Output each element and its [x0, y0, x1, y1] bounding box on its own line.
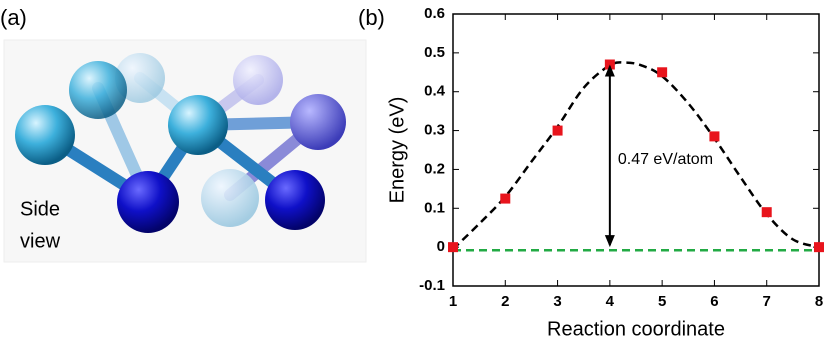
y-tick-label: 0: [437, 238, 445, 255]
y-tick-label: 0.5: [424, 44, 445, 61]
data-point: [709, 131, 720, 142]
x-axis-title: Reaction coordinate: [547, 318, 725, 340]
panel-label: (b): [358, 5, 385, 30]
data-point: [814, 242, 824, 253]
data-point: [657, 67, 668, 78]
annotation-text: 0.47 eV/atom: [618, 151, 713, 168]
plot-frame: [452, 13, 820, 287]
caption: Side: [20, 198, 60, 220]
caption: view: [20, 230, 61, 252]
y-tick-label: 0.4: [424, 83, 446, 100]
x-tick-label: 5: [658, 293, 666, 310]
data-point: [761, 207, 772, 218]
x-tick-label: 1: [449, 293, 457, 310]
data-point: [552, 125, 563, 136]
x-tick-label: 4: [606, 293, 615, 310]
y-tick-label: 0.6: [424, 5, 445, 22]
data-point: [448, 242, 458, 253]
arrow-head: [604, 64, 615, 77]
arrow-head: [604, 235, 615, 248]
x-tick-label: 8: [815, 293, 823, 310]
x-tick-label: 3: [553, 293, 561, 310]
y-tick-label: 0.3: [424, 122, 445, 139]
x-tick-label: 7: [763, 293, 771, 310]
fit-curve: [452, 61, 820, 250]
data-point: [500, 193, 511, 204]
x-tick-label: 2: [501, 293, 509, 310]
panel-label: (a): [0, 5, 27, 30]
x-tick-label: 6: [710, 293, 718, 310]
y-tick-label: 0.2: [424, 160, 445, 177]
structure-image: [3, 39, 367, 263]
y-tick-label: -0.1: [419, 277, 445, 294]
y-axis-title: Energy (eV): [386, 97, 408, 204]
y-tick-label: 0.1: [424, 199, 445, 216]
